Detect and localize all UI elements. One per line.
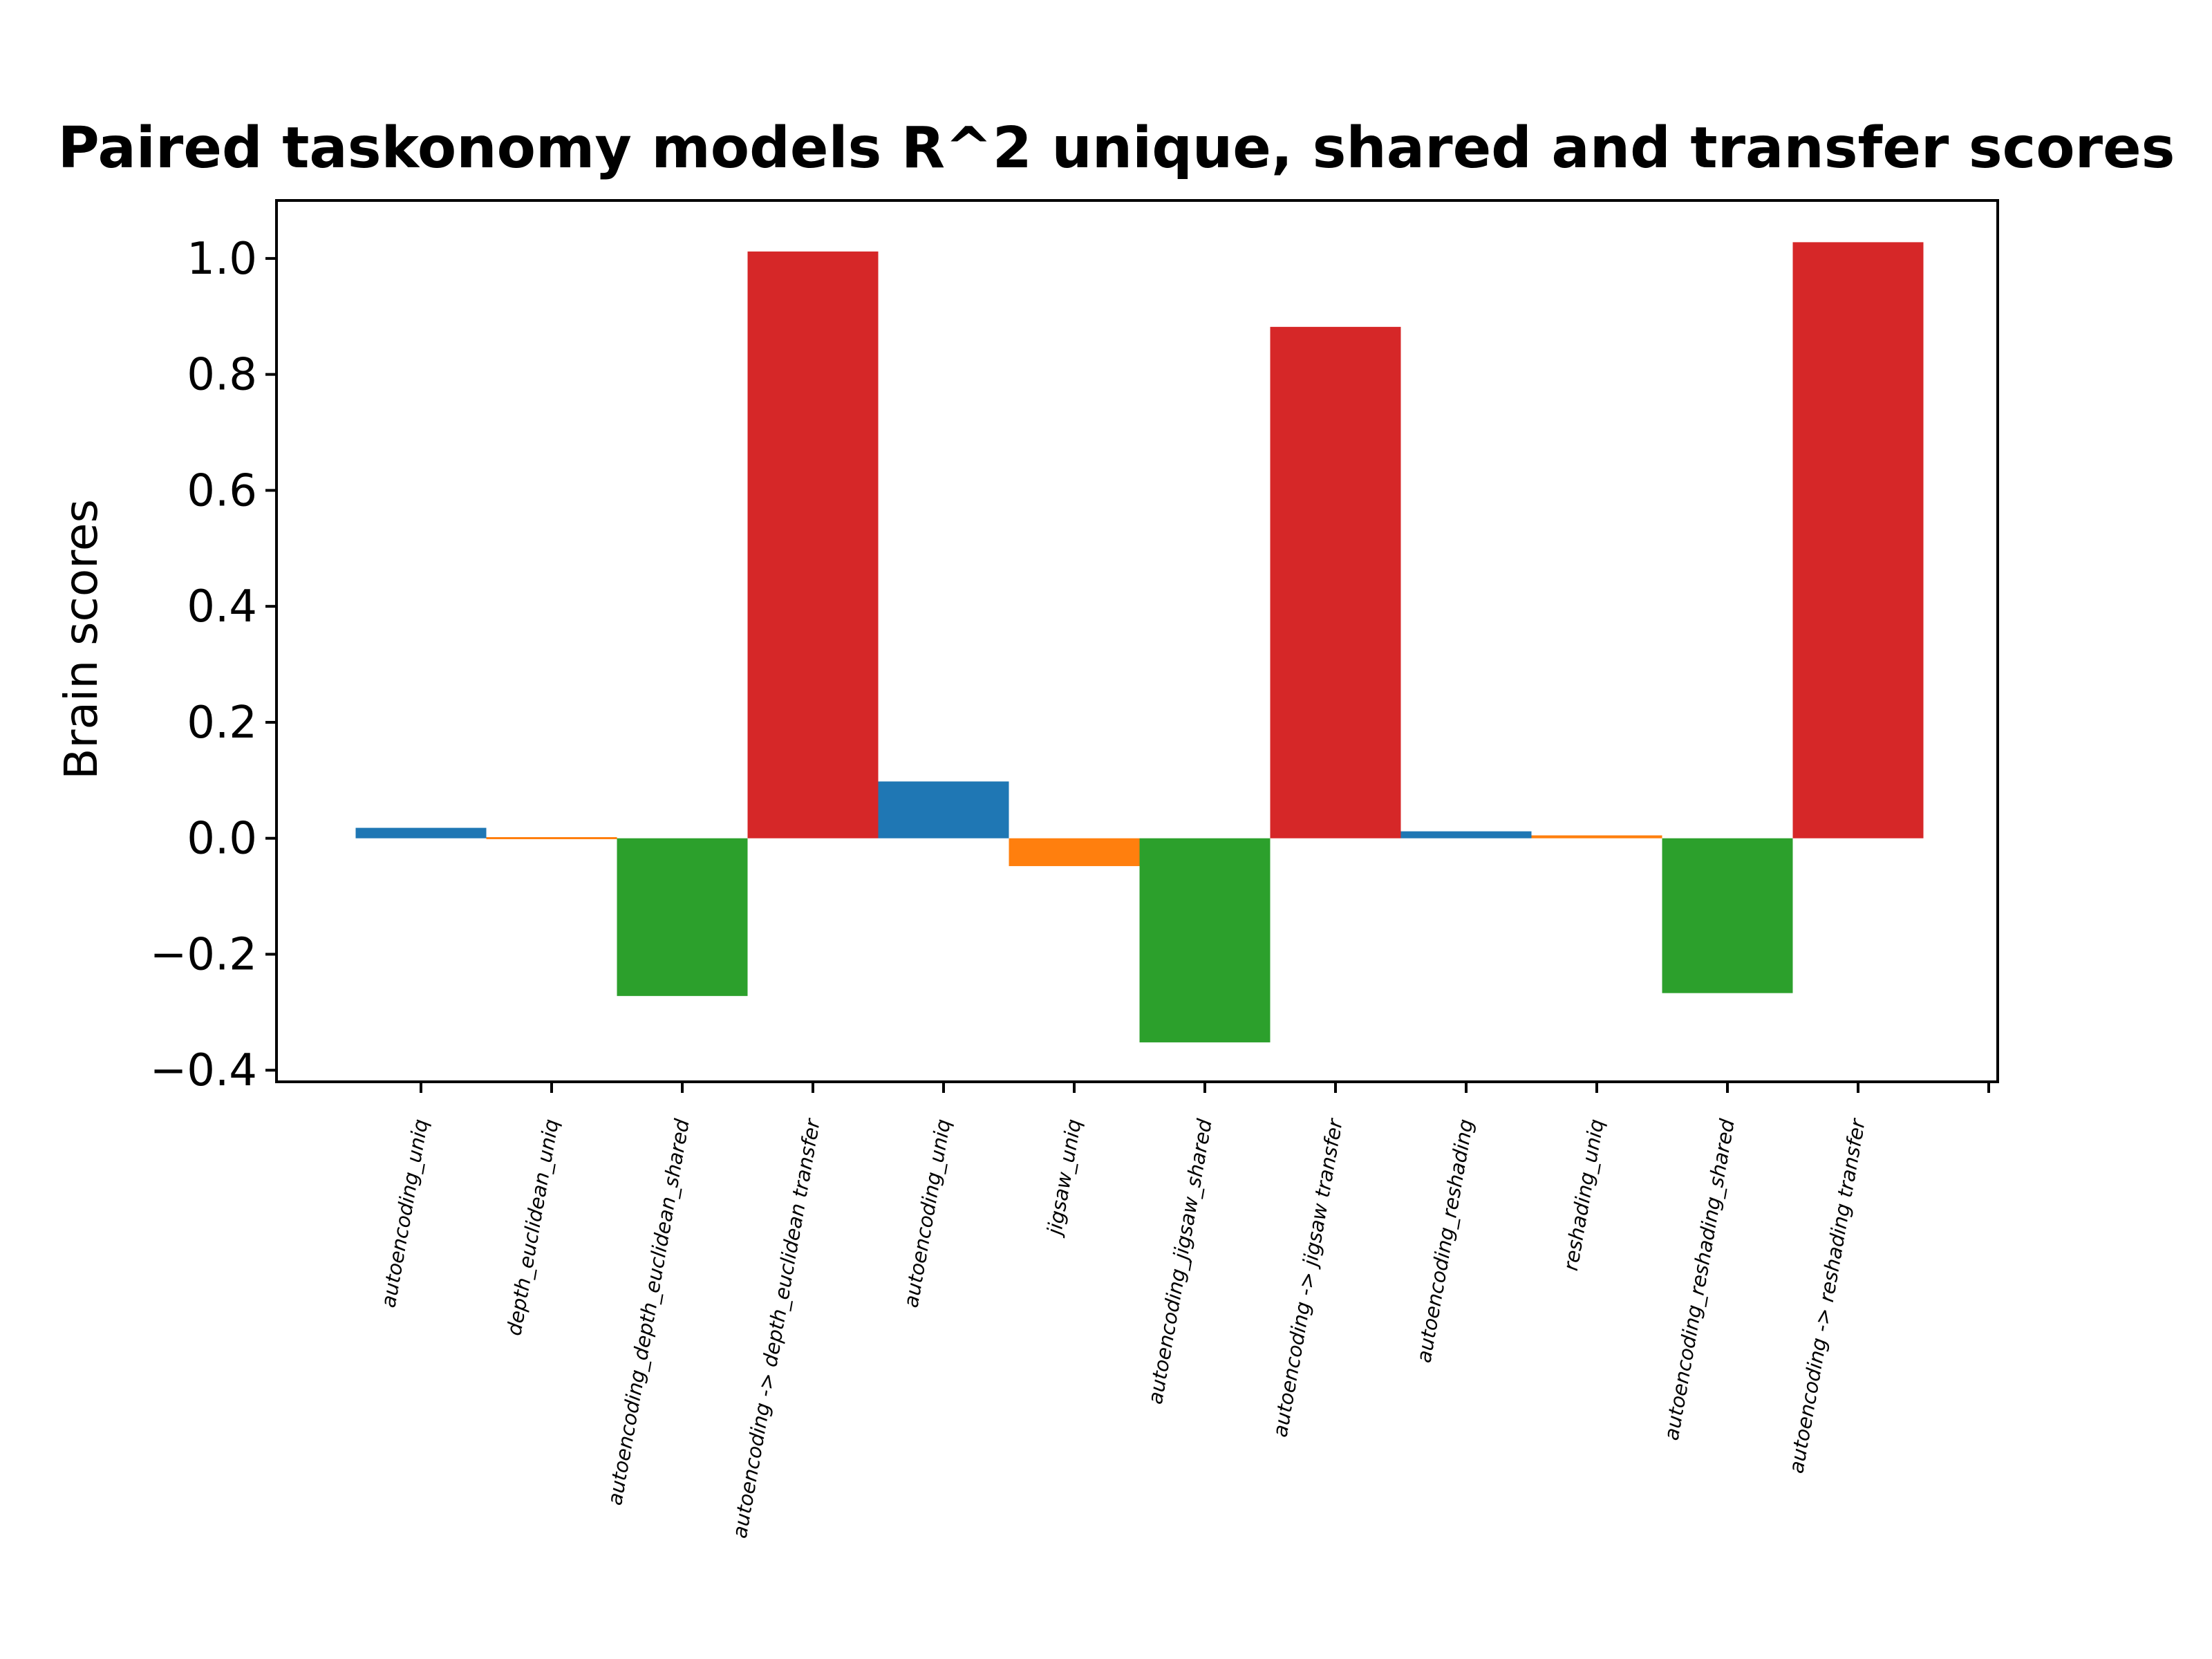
y-tick-label: −0.4 xyxy=(150,1045,257,1096)
x-tick-label: autoencoding -> reshading transfer xyxy=(1784,1116,1870,1475)
x-ticks: autoencoding_uniq depth_euclidean_uniq aut… xyxy=(376,1082,1990,1540)
y-tick-label: 0.0 xyxy=(187,814,257,865)
bar-5 xyxy=(878,781,1009,838)
x-tick-label: depth_euclidean_uniq xyxy=(502,1117,563,1337)
y-axis-label: Brain scores xyxy=(55,499,108,780)
y-ticks: −0.4 −0.2 0.0 0.2 0.4 0.6 0.8 1.0 xyxy=(150,234,276,1096)
x-tick-label: autoencoding_jigsaw_shared xyxy=(1143,1117,1217,1406)
bar-2 xyxy=(486,837,617,840)
x-tick-label: jigsaw_uniq xyxy=(1042,1117,1086,1239)
x-tick-label: autoencoding_uniq xyxy=(899,1117,955,1309)
x-tick-label: autoencoding -> jigsaw transfer xyxy=(1268,1116,1347,1438)
bar-1 xyxy=(355,827,487,838)
bar-8 xyxy=(1270,326,1401,838)
bars-layer xyxy=(355,242,1924,1042)
plot-frame xyxy=(275,199,1999,1083)
bar-3 xyxy=(617,838,748,996)
y-tick-label: 0.4 xyxy=(187,581,257,632)
x-tick-label: autoencoding_uniq xyxy=(376,1117,432,1309)
bar-7 xyxy=(1139,838,1271,1042)
y-tick-label: 0.6 xyxy=(187,465,257,516)
y-tick-label: 0.8 xyxy=(187,350,257,401)
y-tick-label: 0.2 xyxy=(187,697,257,749)
chart-title: Paired taskonomy models R^2 unique, shar… xyxy=(58,115,2175,181)
y-tick-label: 1.0 xyxy=(187,234,257,285)
bar-12 xyxy=(1792,242,1924,838)
x-tick-label: autoencoding_reshading_shared xyxy=(1660,1117,1739,1442)
bar-6 xyxy=(1009,838,1140,866)
bar-10 xyxy=(1531,835,1662,838)
x-tick-label: autoencoding -> depth_euclidean transfer xyxy=(728,1116,825,1540)
bar-11 xyxy=(1662,838,1793,993)
y-tick-label: −0.2 xyxy=(150,929,257,980)
bar-4 xyxy=(747,251,879,838)
x-tick-label: reshading_uniq xyxy=(1559,1117,1609,1273)
x-tick-label: autoencoding_depth_euclidean_shared xyxy=(603,1117,694,1507)
x-tick-label: autoencoding_reshading xyxy=(1412,1117,1478,1365)
bar-9 xyxy=(1400,831,1532,838)
